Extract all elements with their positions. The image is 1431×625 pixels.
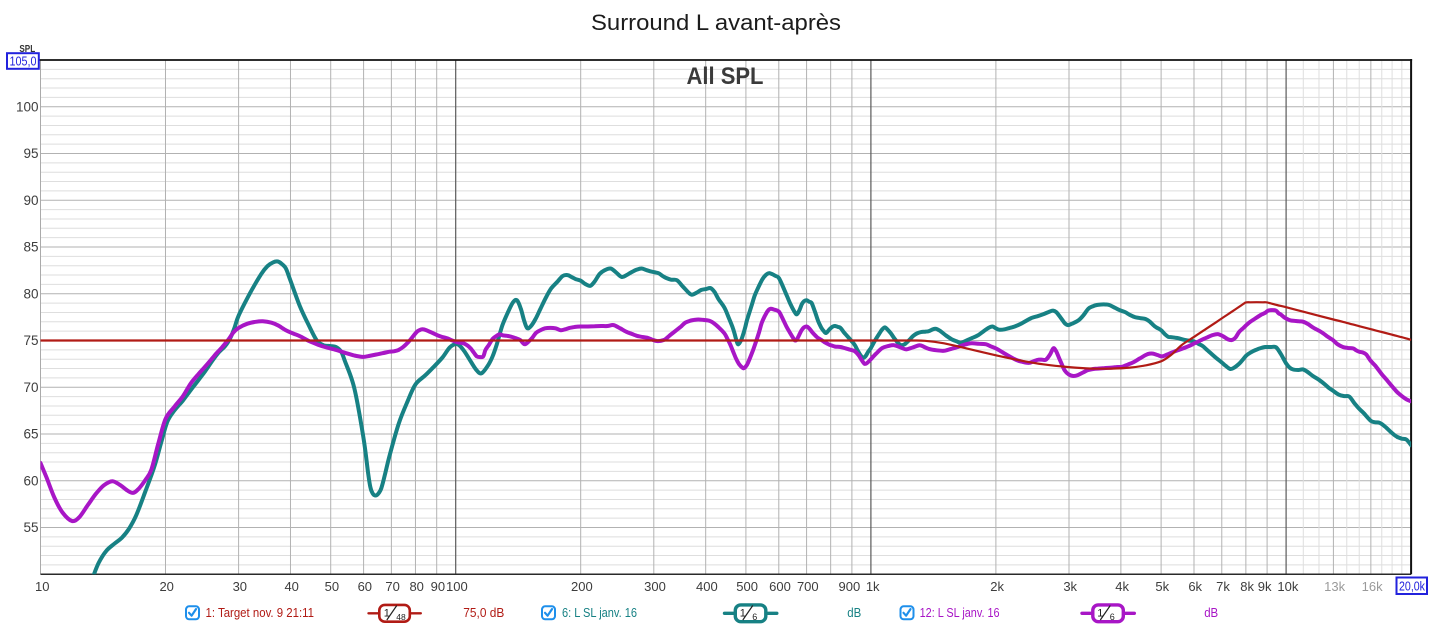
svg-text:400: 400 xyxy=(696,579,718,594)
svg-text:105,0: 105,0 xyxy=(10,54,37,69)
svg-text:95: 95 xyxy=(23,146,38,161)
svg-text:1k: 1k xyxy=(866,579,880,594)
svg-text:10: 10 xyxy=(35,579,49,594)
svg-text:300: 300 xyxy=(644,579,666,594)
svg-text:90: 90 xyxy=(431,579,445,594)
svg-text:4k: 4k xyxy=(1115,579,1129,594)
svg-text:1: 1 xyxy=(1097,608,1103,620)
svg-text:80: 80 xyxy=(23,286,38,301)
svg-text:7k: 7k xyxy=(1216,579,1230,594)
svg-text:55: 55 xyxy=(23,520,38,535)
svg-text:6: 6 xyxy=(1110,612,1115,622)
svg-text:All SPL: All SPL xyxy=(687,63,764,90)
svg-text:75: 75 xyxy=(23,333,38,348)
svg-text:500: 500 xyxy=(736,579,758,594)
svg-text:60: 60 xyxy=(358,579,372,594)
svg-text:200: 200 xyxy=(571,579,593,594)
svg-text:1: 1 xyxy=(384,608,390,620)
svg-text:20,0k: 20,0k xyxy=(1399,579,1425,594)
svg-text:100: 100 xyxy=(446,579,468,594)
svg-text:100: 100 xyxy=(16,100,39,115)
svg-text:9k: 9k xyxy=(1258,579,1272,594)
svg-text:900: 900 xyxy=(839,579,861,594)
svg-text:20: 20 xyxy=(159,579,173,594)
svg-text:16k: 16k xyxy=(1362,579,1383,594)
svg-text:48: 48 xyxy=(396,612,406,622)
svg-text:2k: 2k xyxy=(990,579,1004,594)
svg-text:50: 50 xyxy=(325,579,339,594)
svg-text:12: L SL janv. 16: 12: L SL janv. 16 xyxy=(920,605,1000,620)
svg-text:90: 90 xyxy=(23,193,38,208)
svg-text:30: 30 xyxy=(233,579,247,594)
svg-text:Surround L avant-après: Surround L avant-après xyxy=(591,10,841,35)
svg-text:65: 65 xyxy=(23,427,38,442)
svg-text:85: 85 xyxy=(23,240,38,255)
svg-text:8k: 8k xyxy=(1240,579,1254,594)
svg-text:70: 70 xyxy=(385,579,399,594)
svg-text:3k: 3k xyxy=(1063,579,1077,594)
svg-text:6: 6 xyxy=(752,612,757,622)
svg-text:60: 60 xyxy=(23,473,38,488)
svg-text:600: 600 xyxy=(769,579,791,594)
svg-text:dB: dB xyxy=(847,605,861,620)
svg-text:40: 40 xyxy=(284,579,298,594)
svg-text:700: 700 xyxy=(797,579,819,594)
svg-text:80: 80 xyxy=(409,579,423,594)
svg-text:70: 70 xyxy=(23,380,38,395)
svg-text:6: L SL janv. 16: 6: L SL janv. 16 xyxy=(562,605,637,620)
svg-text:1: Target nov. 9 21:11: 1: Target nov. 9 21:11 xyxy=(206,605,315,620)
svg-text:75,0 dB: 75,0 dB xyxy=(463,605,504,620)
svg-text:6k: 6k xyxy=(1188,579,1202,594)
svg-text:dB: dB xyxy=(1204,605,1218,620)
svg-text:13k: 13k xyxy=(1324,579,1345,594)
svg-text:SPL: SPL xyxy=(19,44,35,55)
svg-text:1: 1 xyxy=(740,608,746,620)
svg-text:5k: 5k xyxy=(1155,579,1169,594)
svg-text:10k: 10k xyxy=(1277,579,1298,594)
